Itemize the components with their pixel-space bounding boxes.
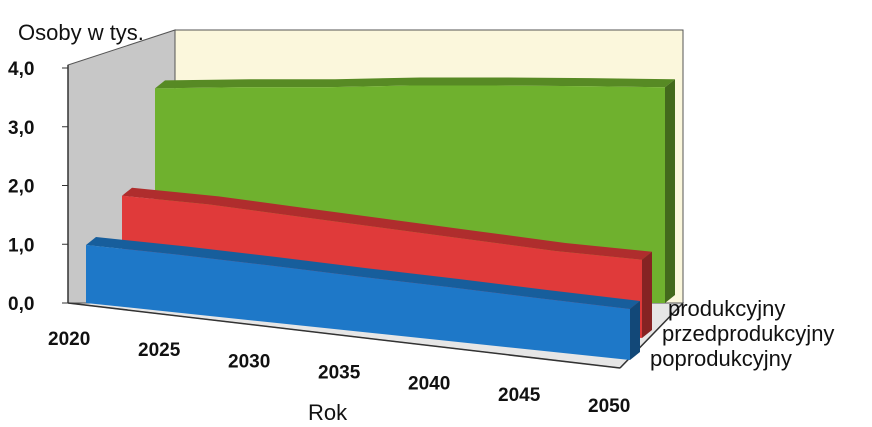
ribbon-top: [86, 237, 640, 309]
x-tick-label: 2040: [408, 374, 450, 395]
ribbon-front: [86, 245, 630, 360]
x-tick-label: 2035: [318, 363, 361, 384]
y-tick-label: 4,0: [8, 59, 34, 80]
y-tick-label: 2,0: [8, 177, 34, 198]
series-label-poprodukcyjny: poprodukcyjny: [650, 346, 792, 371]
x-tick-label: 2050: [588, 396, 630, 417]
x-tick-label: 2020: [48, 329, 90, 350]
ribbon-top: [122, 187, 652, 260]
ribbon-side: [642, 251, 652, 338]
x-tick-label: 2030: [228, 351, 270, 372]
series-layer: [86, 77, 675, 360]
y-tick-label: 0,0: [8, 294, 34, 315]
x-axis-line: [67, 302, 621, 369]
ribbon-top: [155, 77, 675, 89]
series-label-produkcyjny: produkcyjny: [668, 296, 785, 321]
ribbon-side: [630, 300, 640, 360]
x-axis-title: Rok: [308, 400, 348, 425]
y-axis-title: Osoby w tys.: [18, 20, 144, 45]
series-label-przedprodukcyjny: przedprodukcyjny: [662, 321, 834, 346]
tick-layer: 4,0 3,0 2,0 1,0 0,0 2020 2025 2030 2035 2040 2045 2…: [8, 59, 630, 417]
y-tick-label: 1,0: [8, 235, 34, 256]
y-tick-label: 3,0: [8, 118, 34, 139]
x-tick-label: 2045: [498, 385, 541, 406]
series-poprodukcyjny: [86, 237, 640, 360]
x-tick-label: 2025: [138, 340, 181, 361]
ribbon-side: [665, 79, 675, 304]
